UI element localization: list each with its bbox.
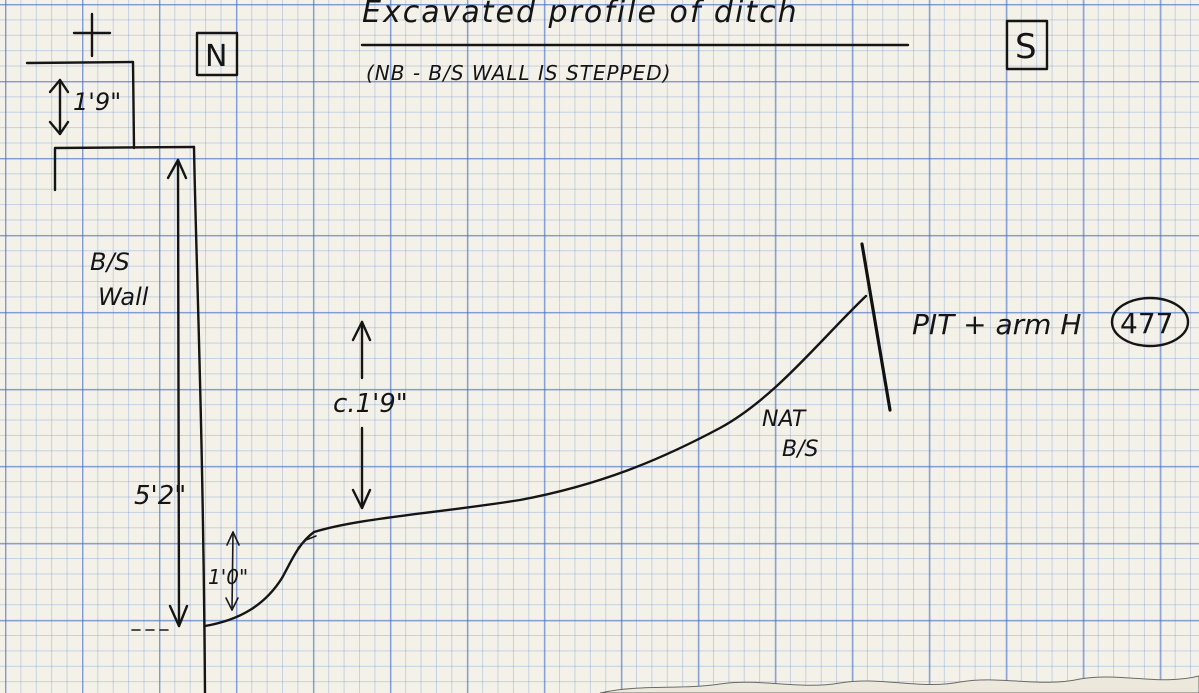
context-number: 477	[1120, 307, 1173, 340]
context-number-circle	[1110, 296, 1190, 348]
natural-label-line1: NAT	[762, 407, 807, 432]
top-step-height-label: 1'9"	[73, 88, 121, 116]
step-tick	[297, 535, 317, 549]
north-label: N	[205, 39, 227, 74]
ditch-depth-label: c.1'9"	[333, 389, 408, 419]
natural-label-line2: B/S	[782, 437, 819, 462]
south-marker-box	[1005, 19, 1049, 71]
bottom-step-dimension-arrow	[225, 531, 240, 611]
wall-label-line2: Wall	[98, 283, 149, 311]
wall-height-dimension-arrow	[166, 158, 189, 628]
end-note-label: PIT + arm H	[912, 308, 1081, 341]
section-end-line	[860, 242, 892, 412]
wall-height-label: 5'2"	[134, 481, 186, 511]
wall-block	[53, 145, 207, 693]
wall-label-line1: B/S	[90, 248, 130, 276]
page-title: Excavated profile of ditch	[362, 0, 799, 30]
cross-marker	[72, 12, 112, 58]
south-label: S	[1015, 27, 1037, 67]
title-note: (NB - B/S WALL IS STEPPED)	[366, 61, 672, 85]
top-step-dimension-arrow	[48, 78, 70, 136]
bottom-step-label: 1'0"	[208, 565, 248, 589]
ditch-profile-line	[203, 294, 868, 628]
torn-paper-edge	[599, 675, 1199, 693]
top-step-outline	[25, 60, 136, 150]
ditch-depth-dimension-arrow	[351, 320, 372, 510]
north-marker-box	[195, 31, 239, 77]
